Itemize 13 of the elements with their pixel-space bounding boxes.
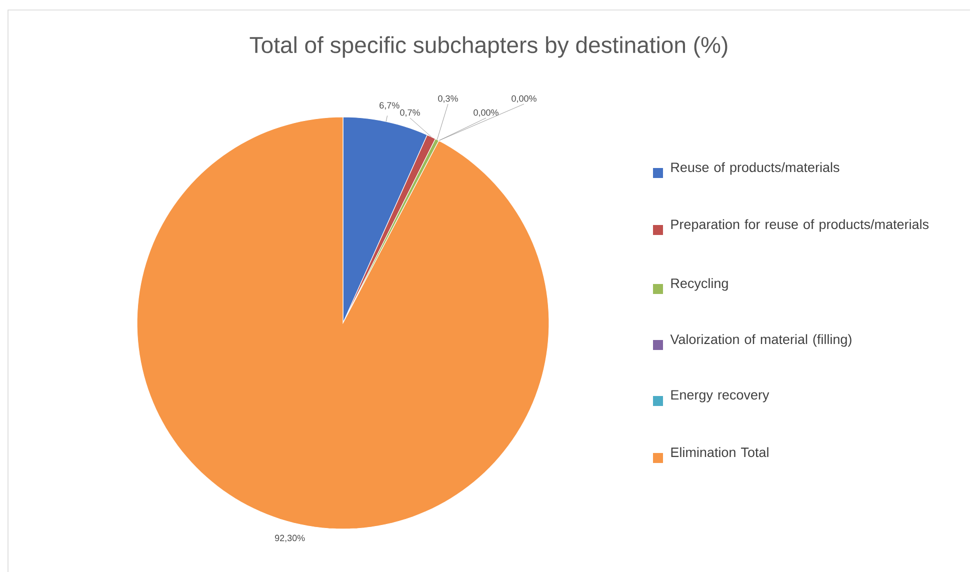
legend-label: Valorization of material (filling)	[670, 334, 852, 347]
data-label: 6,7%	[380, 102, 400, 110]
data-label: 0,3%	[438, 95, 458, 103]
data-label: 92,30%	[274, 534, 305, 542]
legend-label: Preparation for reuse of products/materials	[671, 219, 929, 232]
data-label: 0,7%	[400, 109, 420, 117]
legend-label: Reuse of products/materials	[671, 162, 840, 175]
legend-label: Energy recovery	[671, 390, 770, 402]
text: 0,00%	[512, 95, 536, 103]
text: 0,00%	[474, 109, 498, 117]
legend-label: Elimination Total	[671, 447, 768, 458]
chart-title: Total of specific subchapters by destination (%)	[250, 36, 728, 58]
legend-label: Recycling	[671, 278, 728, 291]
